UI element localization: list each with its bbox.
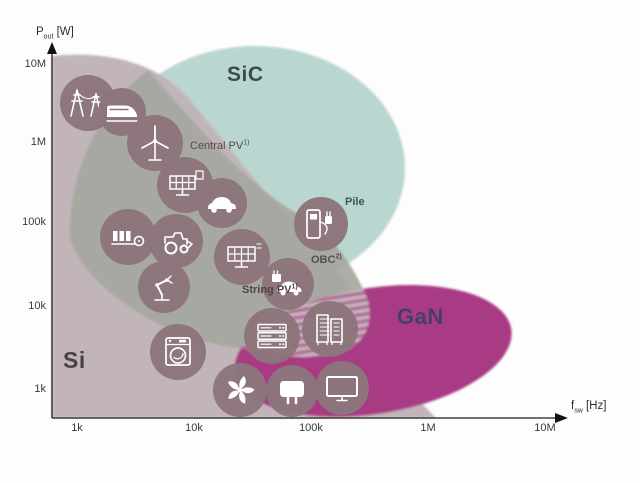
string-pv-label: String PV1) <box>242 283 298 296</box>
data-center-icon <box>302 301 358 357</box>
fan-icon <box>213 363 267 417</box>
obc-label: OBC2) <box>311 253 342 266</box>
string-pv-solar-panel-icon <box>214 229 270 285</box>
charging-pile-icon <box>294 197 348 251</box>
gan-region-label: GaN <box>397 304 444 329</box>
x-tick-1k: 1k <box>71 422 83 434</box>
central-pv-label: Central PV1) <box>190 139 250 152</box>
y-tick-10k: 10k <box>28 300 46 312</box>
x-tick-1M: 1M <box>420 422 436 434</box>
si-region-label: Si <box>63 347 86 373</box>
sic-region-label: SiC <box>227 63 264 86</box>
y-tick-100k: 100k <box>22 216 46 228</box>
y-tick-10M: 10M <box>24 58 46 70</box>
x-tick-10M: 10M <box>534 422 556 434</box>
obc-car-icon <box>262 258 314 310</box>
tv-icon <box>315 361 369 415</box>
x-tick-10k: 10k <box>185 422 203 434</box>
x-axis-arrow <box>555 413 568 423</box>
robot-arm-icon <box>138 261 190 313</box>
conveyor-machine-icon <box>100 209 156 265</box>
x-tick-100k: 100k <box>299 422 323 434</box>
pile-label: Pile <box>345 196 365 208</box>
high-speed-train-icon <box>98 88 146 136</box>
server-rack-icon <box>244 308 300 364</box>
gan-overlap-hatch <box>234 285 370 358</box>
wheel-loader-icon <box>149 214 203 268</box>
y-axis-label: Pout [W] <box>36 26 74 41</box>
axes <box>47 42 568 423</box>
y-axis-arrow <box>47 42 57 54</box>
power-adapter-icon <box>266 365 318 417</box>
electric-car-icon <box>197 178 247 228</box>
y-tick-1M: 1M <box>30 136 46 148</box>
wind-turbine-icon <box>127 115 183 171</box>
x-axis-label: fsw [Hz] <box>571 400 607 415</box>
washing-machine-icon <box>150 324 206 380</box>
y-tick-1k: 1k <box>34 383 46 395</box>
